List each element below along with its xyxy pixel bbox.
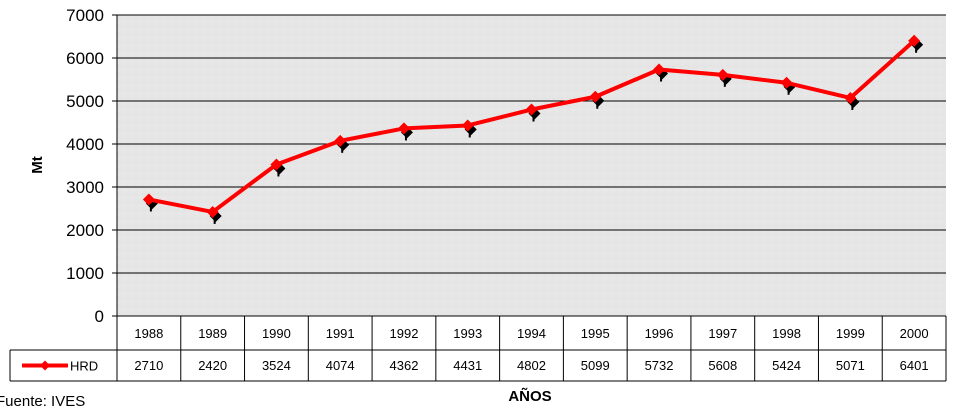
data-label: 5608 <box>708 358 737 373</box>
data-label: 6401 <box>900 358 929 373</box>
x-category-label: 1988 <box>134 326 163 341</box>
data-label: 2710 <box>134 358 163 373</box>
data-label: 5732 <box>645 358 674 373</box>
x-category-label: 1990 <box>262 326 291 341</box>
plot-area <box>117 15 946 316</box>
data-point <box>206 205 219 218</box>
data-point <box>270 158 283 171</box>
y-axis: 0 1000 2000 3000 4000 5000 6000 7000 <box>66 6 118 326</box>
grid-lines <box>117 14 946 274</box>
data-point <box>653 63 666 76</box>
y-tick-label: 0 <box>95 307 104 326</box>
data-point <box>589 90 602 103</box>
legend-label: HRD <box>70 359 98 374</box>
data-point <box>780 76 793 89</box>
x-category-label: 2000 <box>900 326 929 341</box>
data-label: 3524 <box>262 358 291 373</box>
x-category-label: 1998 <box>772 326 801 341</box>
data-label: 5424 <box>772 358 801 373</box>
y-tick-label: 7000 <box>66 6 104 25</box>
data-label: 4802 <box>517 358 546 373</box>
data-label: 5099 <box>581 358 610 373</box>
data-label: 4362 <box>390 358 419 373</box>
y-tick-label: 6000 <box>66 49 104 68</box>
data-table: 1988 2710 1989 2420 1990 3524 1991 4074 1992 4362… <box>9 315 947 382</box>
data-point <box>525 103 538 116</box>
data-point <box>334 134 347 147</box>
source-note: Fuente: IVES <box>0 393 86 410</box>
y-tick-label: 3000 <box>66 178 104 197</box>
data-point <box>844 91 857 104</box>
y-tick-label: 4000 <box>66 135 104 154</box>
x-category-label: 1993 <box>453 326 482 341</box>
data-label: 2420 <box>198 358 227 373</box>
x-category-label: 1995 <box>581 326 610 341</box>
y-tick-label: 5000 <box>66 92 104 111</box>
data-point <box>397 122 410 135</box>
x-category-label: 1992 <box>390 326 419 341</box>
x-category-label: 1999 <box>836 326 865 341</box>
data-point <box>908 34 921 47</box>
legend-marker <box>40 360 50 371</box>
x-category-label: 1997 <box>708 326 737 341</box>
y-tick-label: 2000 <box>66 221 104 240</box>
y-axis-title: Mt <box>29 156 46 174</box>
series-hrd <box>142 34 924 224</box>
data-point <box>142 193 155 206</box>
x-category-label: 1994 <box>517 326 546 341</box>
data-point <box>461 119 474 132</box>
data-label: 4074 <box>326 358 355 373</box>
data-label: 5071 <box>836 358 865 373</box>
data-label: 4431 <box>453 358 482 373</box>
x-axis-title: AÑOS <box>508 387 551 405</box>
x-category-label: 1996 <box>645 326 674 341</box>
x-category-label: 1989 <box>198 326 227 341</box>
data-point <box>716 68 729 81</box>
x-category-label: 1991 <box>326 326 355 341</box>
y-tick-label: 1000 <box>66 264 104 283</box>
